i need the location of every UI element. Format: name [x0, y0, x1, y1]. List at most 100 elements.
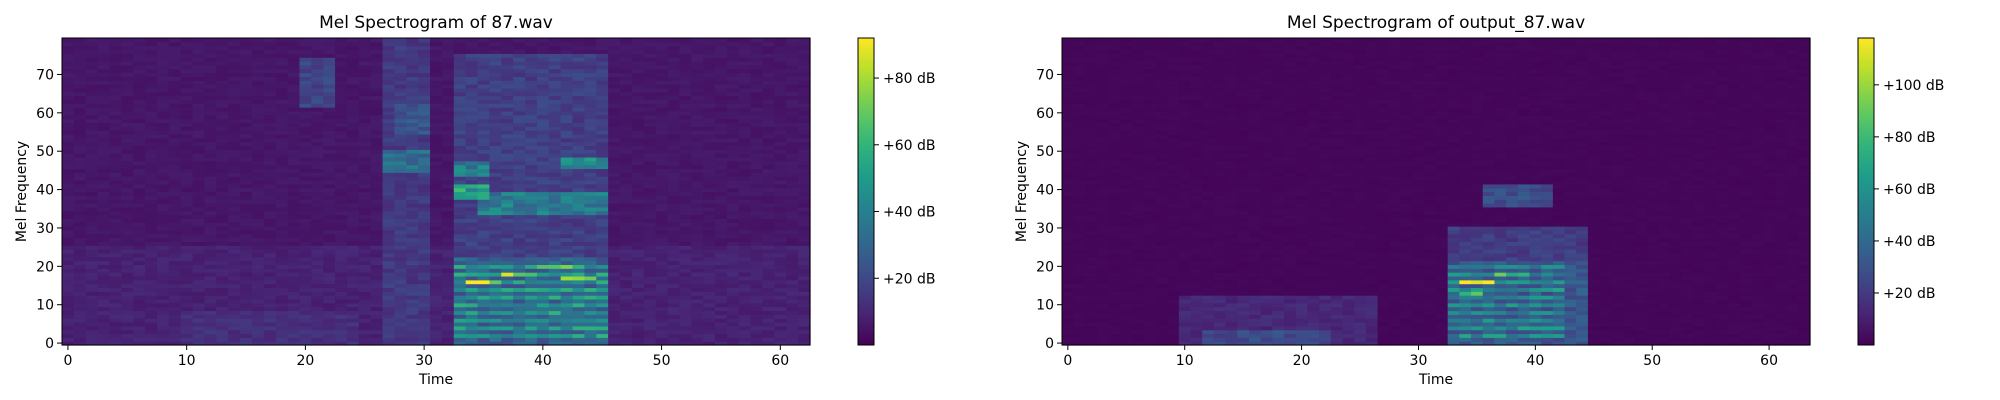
heatmap-cell — [109, 333, 122, 338]
heatmap-cell — [513, 298, 526, 304]
heatmap-cell — [750, 295, 764, 300]
heatmap-cell — [489, 287, 502, 292]
heatmap-cell — [786, 199, 799, 204]
heatmap-cell — [228, 149, 241, 154]
heatmap-cell — [441, 229, 455, 235]
heatmap-cell — [620, 176, 633, 181]
heatmap-cell — [382, 84, 396, 89]
heatmap-cell — [703, 99, 716, 104]
heatmap-cell — [643, 38, 657, 43]
heatmap-cell — [97, 149, 111, 154]
heatmap-cell — [596, 41, 609, 47]
heatmap-cell — [168, 64, 182, 70]
heatmap-cell — [263, 252, 277, 258]
heatmap-cell — [631, 195, 645, 200]
heatmap-cell — [97, 133, 111, 139]
heatmap-cell — [631, 156, 645, 162]
heatmap-cell — [180, 153, 194, 158]
heatmap-cell — [489, 306, 502, 312]
heatmap-cell — [299, 252, 312, 258]
heatmap-cell — [240, 321, 253, 327]
heatmap-cell — [145, 291, 158, 296]
heatmap-cell — [335, 333, 348, 338]
heatmap-cell — [655, 341, 669, 346]
heatmap-cell — [121, 38, 134, 43]
heatmap-cell — [572, 298, 586, 304]
heatmap-cell — [548, 199, 562, 204]
heatmap-cell — [738, 168, 752, 173]
heatmap-cell — [251, 222, 265, 227]
heatmap-cell — [251, 295, 265, 300]
heatmap-cell — [346, 80, 360, 85]
heatmap-cell — [73, 122, 87, 127]
heatmap-cell — [133, 84, 146, 89]
heatmap-cell — [204, 306, 217, 312]
heatmap-cell — [299, 187, 312, 193]
heatmap-cell — [168, 302, 182, 308]
heatmap-cell — [584, 91, 597, 97]
heatmap-cell — [608, 61, 621, 66]
heatmap-cell — [287, 203, 301, 208]
heatmap-cell — [631, 241, 645, 246]
heatmap-cell — [465, 229, 479, 235]
heatmap-cell — [525, 310, 538, 315]
heatmap-cell — [477, 321, 491, 327]
heatmap-cell — [667, 241, 680, 246]
heatmap-cell — [192, 107, 206, 112]
heatmap-cell — [525, 249, 538, 254]
heatmap-cell — [572, 110, 586, 116]
heatmap-cell — [703, 49, 716, 54]
heatmap-cell — [691, 172, 704, 177]
heatmap-cell — [370, 302, 384, 308]
heatmap-cell — [299, 130, 312, 135]
heatmap-cell — [358, 126, 372, 131]
heatmap-cell — [323, 226, 336, 231]
heatmap-cell — [441, 91, 455, 97]
heatmap-cell — [548, 241, 562, 246]
heatmap-cell — [477, 279, 491, 285]
heatmap-cell — [323, 156, 336, 162]
heatmap-cell — [251, 179, 265, 185]
heatmap-cell — [299, 191, 312, 196]
heatmap-cell — [192, 137, 206, 143]
heatmap-cell — [109, 53, 122, 58]
heatmap-cell — [560, 72, 574, 77]
heatmap-cell — [750, 156, 764, 162]
heatmap-cell — [726, 233, 740, 239]
heatmap-cell — [382, 333, 396, 338]
heatmap-cell — [311, 110, 324, 116]
heatmap-cell — [489, 341, 502, 346]
heatmap-cell — [335, 268, 348, 273]
heatmap-cell — [240, 210, 253, 216]
heatmap-cell — [667, 260, 680, 266]
heatmap-cell — [145, 99, 158, 104]
heatmap-cell — [109, 118, 122, 124]
heatmap-cell — [441, 237, 455, 242]
heatmap-cell — [560, 306, 574, 312]
heatmap-cell — [430, 45, 443, 51]
heatmap-cell — [477, 214, 491, 219]
heatmap-cell — [156, 164, 170, 170]
heatmap-cell — [121, 310, 134, 315]
heatmap-cell — [548, 203, 562, 208]
heatmap-cell — [311, 218, 324, 223]
heatmap-cell — [85, 291, 99, 296]
heatmap-cell — [394, 325, 407, 331]
heatmap-cell — [311, 283, 324, 289]
heatmap-cell — [394, 64, 407, 70]
heatmap-cell — [489, 145, 502, 150]
heatmap-cell — [168, 76, 182, 81]
heatmap-cell — [536, 160, 550, 166]
heatmap-cell — [798, 283, 811, 289]
heatmap-cell — [548, 256, 562, 262]
heatmap-cell — [762, 249, 775, 254]
heatmap-cell — [643, 329, 657, 335]
heatmap-cell — [370, 68, 384, 74]
heatmap-cell — [263, 279, 277, 285]
heatmap-cell — [406, 172, 419, 177]
heatmap-cell — [430, 118, 443, 124]
heatmap-cell — [121, 302, 134, 308]
heatmap-cell — [596, 130, 609, 135]
heatmap-cell — [786, 337, 799, 342]
heatmap-cell — [525, 302, 538, 308]
